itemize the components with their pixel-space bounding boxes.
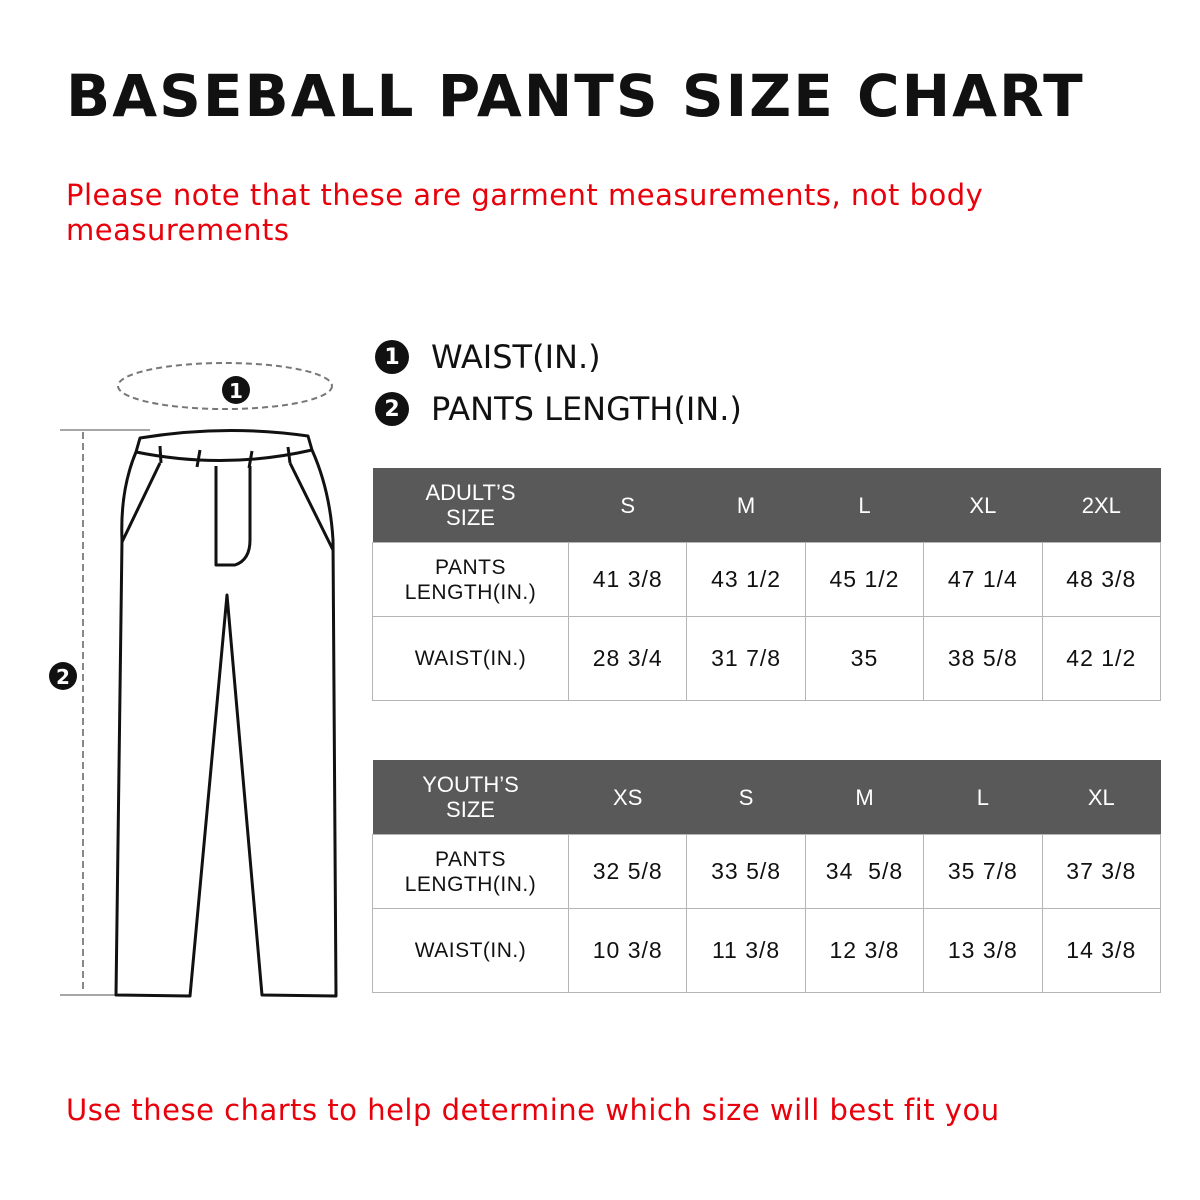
table-cell: 45 1/2 <box>804 542 925 617</box>
header-cell: L <box>923 760 1043 835</box>
table-cell: 41 3/8 <box>567 542 688 617</box>
table-cell: 43 1/2 <box>686 542 806 617</box>
header-cell: 2XL <box>1042 468 1161 543</box>
table-cell: 42 1/2 <box>1041 616 1162 701</box>
table-header-row: YOUTH’S SIZE XS S M L XL <box>372 760 1161 835</box>
waist-marker-icon <box>222 376 250 404</box>
table-cell: 34 5/8 <box>804 834 925 909</box>
page-title: BASEBALL PANTS SIZE CHART <box>66 62 1085 130</box>
table-cell: 35 7/8 <box>923 834 1043 909</box>
table-cell: 35 <box>804 616 925 701</box>
row-label: WAIST(IN.) <box>372 908 569 993</box>
table-cell: 10 3/8 <box>567 908 688 993</box>
waist-marker-text: 1 <box>229 379 243 403</box>
table-cell: 48 3/8 <box>1041 542 1162 617</box>
row-label: WAIST(IN.) <box>372 616 569 701</box>
pants-diagram: 1 2 <box>49 362 338 998</box>
table-cell: 33 5/8 <box>686 834 806 909</box>
youth-size-table: YOUTH’S SIZE XS S M L XL PANTS LENGTH(IN… <box>372 760 1162 993</box>
legend-label: PANTS LENGTH(IN.) <box>431 390 742 428</box>
row-label: PANTS LENGTH(IN.) <box>372 542 569 617</box>
table-header-row: ADULT’S SIZE S M L XL 2XL <box>372 468 1161 543</box>
table-cell: 14 3/8 <box>1041 908 1162 993</box>
table-cell: 37 3/8 <box>1041 834 1162 909</box>
header-cell: XL <box>923 468 1043 543</box>
header-cell: M <box>686 468 806 543</box>
legend-item-waist: 1 WAIST(IN.) <box>375 338 601 376</box>
marker-2-icon: 2 <box>375 392 409 426</box>
table-cell: 11 3/8 <box>686 908 806 993</box>
table-cell: 32 5/8 <box>567 834 688 909</box>
table-cell: 12 3/8 <box>804 908 925 993</box>
adult-size-table: ADULT’S SIZE S M L XL 2XL PANTS LENGTH(I… <box>372 468 1162 701</box>
row-label: PANTS LENGTH(IN.) <box>372 834 569 909</box>
garment-note: Please note that these are garment measu… <box>66 178 984 247</box>
footer-note: Use these charts to help determine which… <box>66 1093 1000 1127</box>
pants-outline <box>114 428 338 998</box>
table-cell: 28 3/4 <box>567 616 688 701</box>
table-cell: 13 3/8 <box>923 908 1043 993</box>
waist-measure-ellipse <box>117 362 333 410</box>
header-cell: XL <box>1042 760 1161 835</box>
table-row: PANTS LENGTH(IN.) 41 3/8 43 1/2 45 1/2 4… <box>372 542 1162 617</box>
header-cell: ADULT’S SIZE <box>372 468 569 543</box>
header-cell: XS <box>568 760 687 835</box>
table-row: WAIST(IN.) 28 3/4 31 7/8 35 38 5/8 42 1/… <box>372 616 1162 701</box>
table-row: WAIST(IN.) 10 3/8 11 3/8 12 3/8 13 3/8 1… <box>372 908 1162 993</box>
header-cell: YOUTH’S SIZE <box>372 760 569 835</box>
header-cell: L <box>805 468 924 543</box>
table-row: PANTS LENGTH(IN.) 32 5/8 33 5/8 34 5/8 3… <box>372 834 1162 909</box>
length-marker-icon <box>49 662 77 690</box>
marker-1-icon: 1 <box>375 340 409 374</box>
header-cell: S <box>686 760 806 835</box>
legend-item-length: 2 PANTS LENGTH(IN.) <box>375 390 742 428</box>
table-cell: 31 7/8 <box>686 616 806 701</box>
header-cell: M <box>805 760 924 835</box>
table-cell: 38 5/8 <box>923 616 1043 701</box>
header-cell: S <box>568 468 687 543</box>
table-cell: 47 1/4 <box>923 542 1043 617</box>
length-marker-text: 2 <box>56 665 70 689</box>
legend-label: WAIST(IN.) <box>431 338 601 376</box>
